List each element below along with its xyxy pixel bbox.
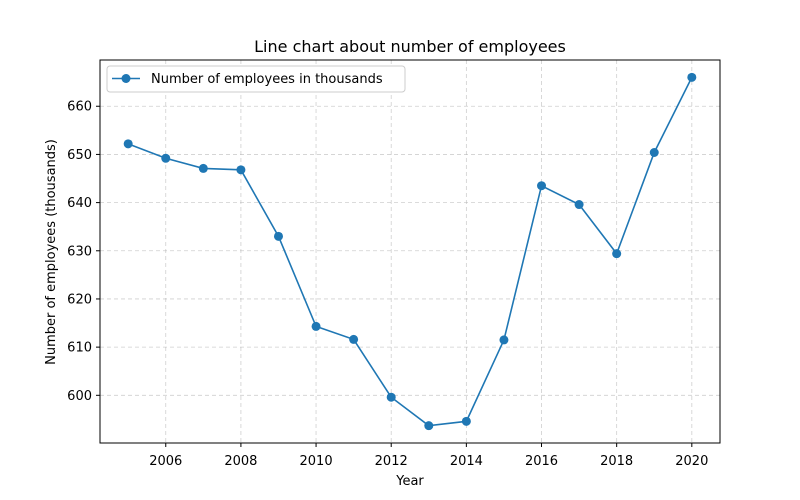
plot-frame xyxy=(99,59,721,444)
data-point xyxy=(386,392,396,402)
y-axis: 600 610 620 630 640 650 660 xyxy=(67,100,100,404)
y-axis-label: Number of employees (thousands) xyxy=(44,139,59,365)
legend-label: Number of employees in thousands xyxy=(151,72,383,87)
y-tick-label: 600 xyxy=(67,389,92,404)
data-point xyxy=(574,200,584,210)
data-point xyxy=(236,165,246,175)
x-axis-label: Year xyxy=(395,474,424,489)
y-tick-label: 640 xyxy=(67,196,92,211)
data-point xyxy=(273,231,283,241)
data-point xyxy=(499,335,509,345)
x-tick-label: 2006 xyxy=(149,454,182,469)
data-point xyxy=(649,147,659,157)
data-point xyxy=(349,334,359,344)
x-tick-label: 2018 xyxy=(600,454,633,469)
legend: Number of employees in thousands xyxy=(106,65,406,93)
x-tick-label: 2014 xyxy=(450,454,483,469)
x-tick-label: 2008 xyxy=(224,454,257,469)
y-tick-label: 650 xyxy=(67,148,92,163)
x-axis: 2006 2008 2010 2012 2014 2016 2018 2020 xyxy=(149,443,708,469)
data-point xyxy=(612,249,622,259)
data-point xyxy=(161,153,171,163)
data-point xyxy=(537,181,547,191)
y-tick-label: 660 xyxy=(67,100,92,115)
data-point xyxy=(687,72,697,82)
y-tick-label: 630 xyxy=(67,244,92,259)
data-point xyxy=(198,163,208,173)
data-point xyxy=(461,416,471,426)
series-line xyxy=(127,76,693,427)
chart-title: Line chart about number of employees xyxy=(254,37,566,56)
series-layer xyxy=(123,72,697,431)
y-tick-label: 620 xyxy=(67,292,92,307)
data-point xyxy=(424,421,434,431)
legend-box xyxy=(106,65,406,93)
y-tick-label: 610 xyxy=(67,341,92,356)
data-point xyxy=(123,139,133,149)
x-tick-label: 2016 xyxy=(525,454,558,469)
x-tick-label: 2010 xyxy=(300,454,333,469)
data-point xyxy=(311,321,321,331)
legend-marker xyxy=(121,74,131,83)
grid xyxy=(100,60,720,443)
x-tick-label: 2020 xyxy=(675,454,708,469)
x-tick-label: 2012 xyxy=(375,454,408,469)
